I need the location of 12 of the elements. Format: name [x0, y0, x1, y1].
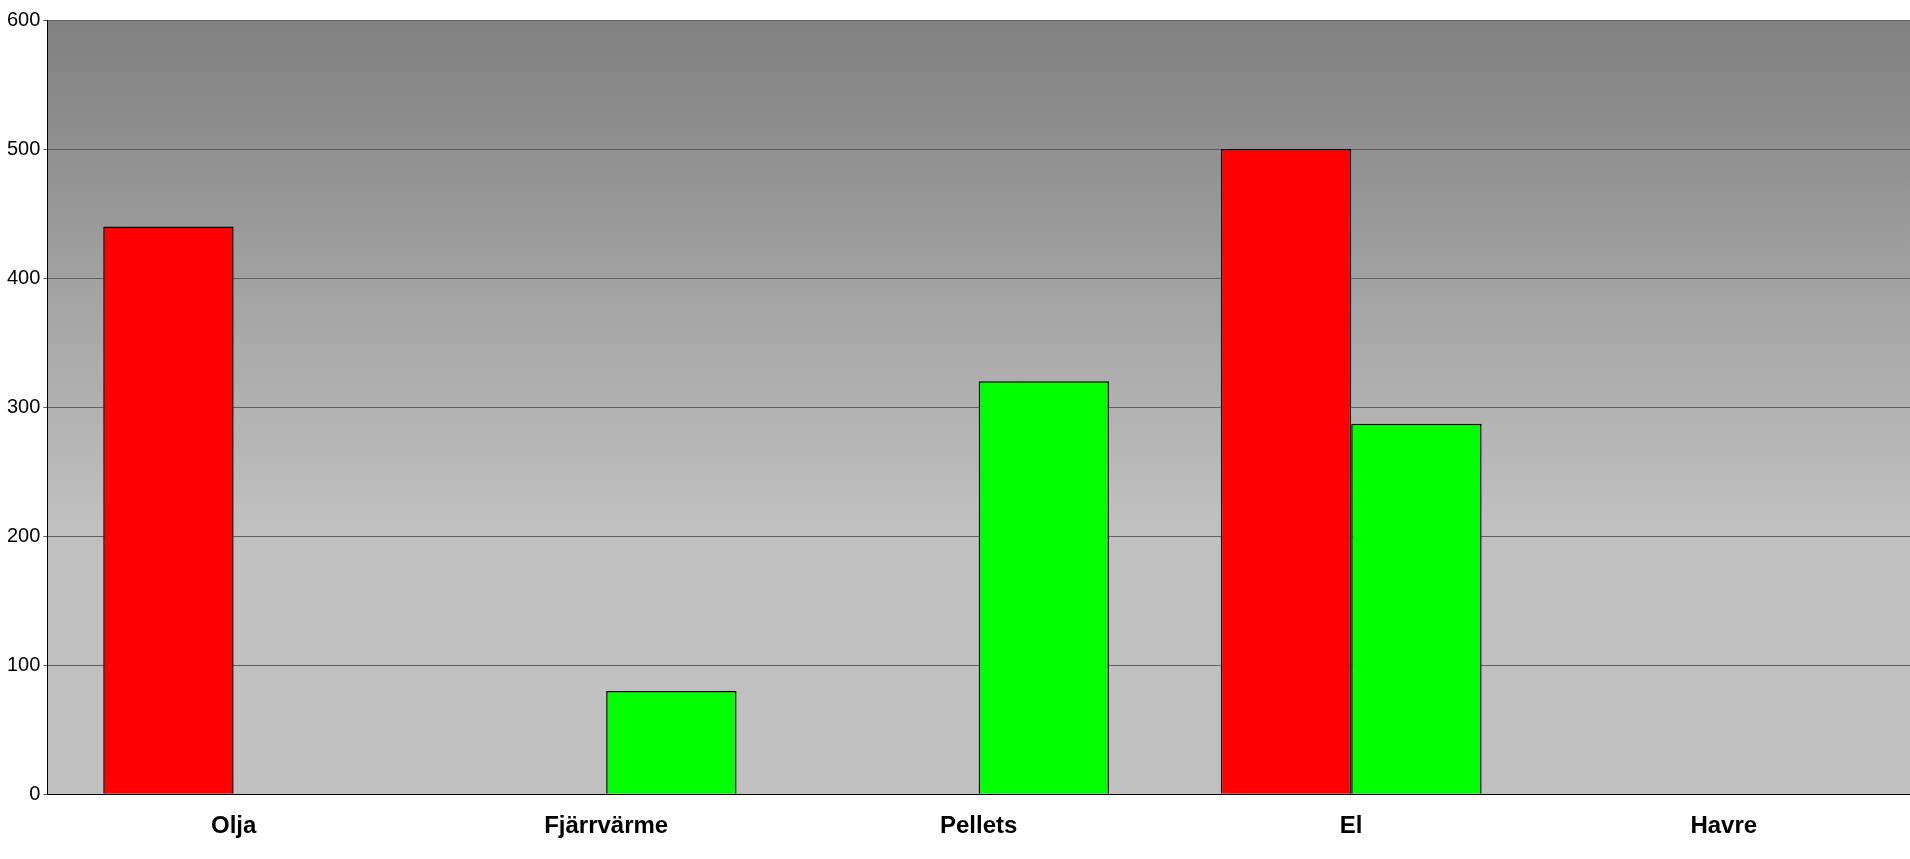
y-tick-label: 300	[6, 394, 41, 417]
x-tick-label: Havre	[1690, 811, 1758, 839]
x-tick-label: Olja	[210, 811, 257, 839]
y-tick-label: 600	[6, 7, 41, 30]
x-tick-label: El	[1339, 811, 1363, 839]
y-tick-label: 200	[6, 523, 41, 546]
x-tick-label: Fjärrvärme	[544, 811, 669, 839]
y-tick-label: 500	[6, 136, 41, 159]
y-tick-label: 400	[6, 265, 41, 288]
y-tick-label: 0	[29, 781, 41, 804]
y-tick-label: 100	[6, 652, 41, 675]
x-tick-label: Pellets	[939, 811, 1018, 839]
